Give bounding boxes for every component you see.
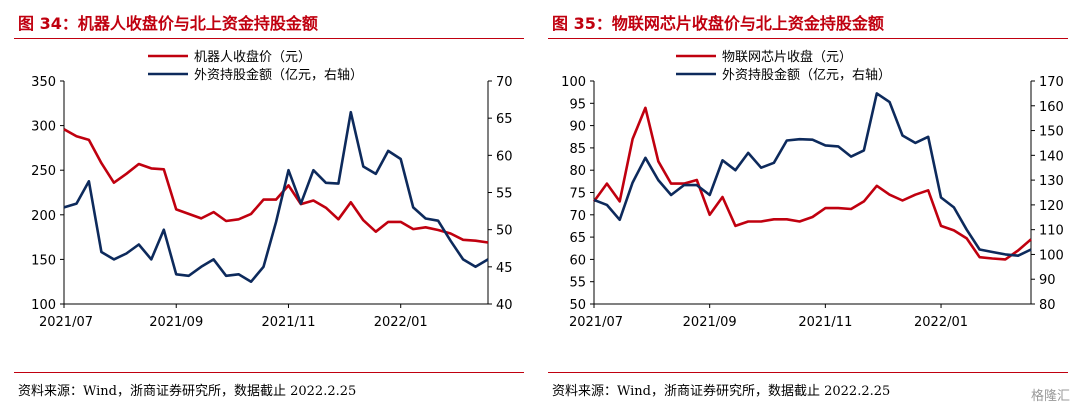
y-right-tick-label: 110 bbox=[1039, 224, 1064, 239]
chart-panel-34: 图 34：机器人收盘价与北上资金持股金额 100 150 200 250 300 350 4… bbox=[14, 14, 524, 399]
y-right-tick-label: 90 bbox=[1039, 273, 1056, 288]
x-tick-label: 2021/07 bbox=[39, 315, 93, 330]
y-right-tick-label: 150 bbox=[1039, 125, 1064, 140]
y-right-tick-label: 55 bbox=[496, 187, 513, 202]
series-line-price bbox=[63, 128, 489, 244]
title-rule bbox=[14, 38, 524, 39]
x-tick-label: 2021/07 bbox=[569, 315, 623, 330]
chart-title: 图 35：物联网芯片收盘价与北上资金持股金额 bbox=[552, 14, 884, 33]
source-note: 资料来源：Wind，浙商证券研究所，数据截止 2022.2.25 bbox=[552, 384, 891, 399]
y-left-tick-label: 50 bbox=[569, 298, 586, 313]
y-left-tick-label: 70 bbox=[569, 209, 586, 224]
x-tick-label: 2021/09 bbox=[683, 315, 737, 330]
watermark-logo: 格隆汇 bbox=[1030, 389, 1070, 404]
y-right-tick-label: 130 bbox=[1039, 174, 1064, 189]
legend: 机器人收盘价（元） 外资持股金额（亿元，右轴） bbox=[148, 49, 363, 83]
y-right-tick-label: 60 bbox=[496, 149, 513, 164]
y-right-tick-label: 120 bbox=[1039, 199, 1064, 214]
y-left-tick-label: 55 bbox=[569, 276, 586, 291]
y-left-tick-label: 100 bbox=[561, 75, 586, 90]
legend-label: 机器人收盘价（元） bbox=[194, 49, 311, 65]
y-left-tick-label: 80 bbox=[569, 164, 586, 179]
y-left-tick-label: 100 bbox=[31, 298, 56, 313]
y-left-tick-label: 300 bbox=[31, 120, 56, 135]
series-line-foreign-holdings bbox=[593, 92, 1032, 257]
y-right-tick-label: 100 bbox=[1039, 248, 1064, 263]
line-chart-35: 50 55 60 65 70 75 80 85 90 95 100 80 90 100 110 120 130 1… bbox=[561, 49, 1064, 330]
y-left-tick-label: 350 bbox=[31, 75, 56, 90]
line-chart-34: 100 150 200 250 300 350 40 45 50 55 60 65 70 2021/07 2… bbox=[31, 49, 512, 330]
legend-label: 外资持股金额（亿元，右轴） bbox=[722, 67, 891, 83]
y-left-tick-label: 95 bbox=[569, 97, 586, 112]
x-tick-label: 2021/09 bbox=[149, 315, 203, 330]
chart-panel-35: 图 35：物联网芯片收盘价与北上资金持股金额 50 55 60 65 70 75 80 85 9… bbox=[540, 0, 1080, 412]
x-tick-label: 2022/01 bbox=[914, 315, 968, 330]
y-right-tick-label: 160 bbox=[1039, 100, 1064, 115]
series-line-foreign-holdings bbox=[63, 110, 489, 283]
y-left-tick-label: 250 bbox=[31, 164, 56, 179]
axes: 50 55 60 65 70 75 80 85 90 95 100 80 90 100 110 120 130 1… bbox=[561, 75, 1064, 330]
legend-label: 外资持股金额（亿元，右轴） bbox=[194, 67, 363, 83]
y-right-tick-label: 65 bbox=[496, 112, 513, 127]
source-note: 资料来源：Wind，浙商证券研究所，数据截止 2022.2.25 bbox=[18, 384, 357, 399]
y-right-tick-label: 70 bbox=[496, 75, 513, 90]
series-line-price bbox=[592, 106, 1032, 261]
source-rule bbox=[14, 372, 524, 373]
y-left-tick-label: 75 bbox=[569, 187, 586, 202]
y-right-tick-label: 140 bbox=[1039, 149, 1064, 164]
legend-label: 物联网芯片收盘（元） bbox=[722, 49, 852, 65]
y-right-tick-label: 45 bbox=[496, 261, 513, 276]
y-left-tick-label: 60 bbox=[569, 253, 586, 268]
title-rule bbox=[548, 38, 1068, 39]
x-tick-label: 2021/11 bbox=[798, 315, 852, 330]
y-left-tick-label: 200 bbox=[31, 209, 56, 224]
y-left-tick-label: 85 bbox=[569, 142, 586, 157]
x-tick-label: 2021/11 bbox=[261, 315, 315, 330]
source-rule bbox=[548, 372, 1068, 373]
y-left-tick-label: 90 bbox=[569, 120, 586, 135]
y-right-tick-label: 40 bbox=[496, 298, 513, 313]
y-right-tick-label: 80 bbox=[1039, 298, 1056, 313]
y-right-tick-label: 170 bbox=[1039, 75, 1064, 90]
y-right-tick-label: 50 bbox=[496, 224, 513, 239]
y-left-tick-label: 150 bbox=[31, 253, 56, 268]
chart-title: 图 34：机器人收盘价与北上资金持股金额 bbox=[18, 14, 318, 33]
legend: 物联网芯片收盘（元） 外资持股金额（亿元，右轴） bbox=[676, 49, 891, 83]
y-left-tick-label: 65 bbox=[569, 231, 586, 246]
axes: 100 150 200 250 300 350 40 45 50 55 60 65 70 2021/07 2… bbox=[31, 75, 512, 330]
x-tick-label: 2022/01 bbox=[374, 315, 428, 330]
